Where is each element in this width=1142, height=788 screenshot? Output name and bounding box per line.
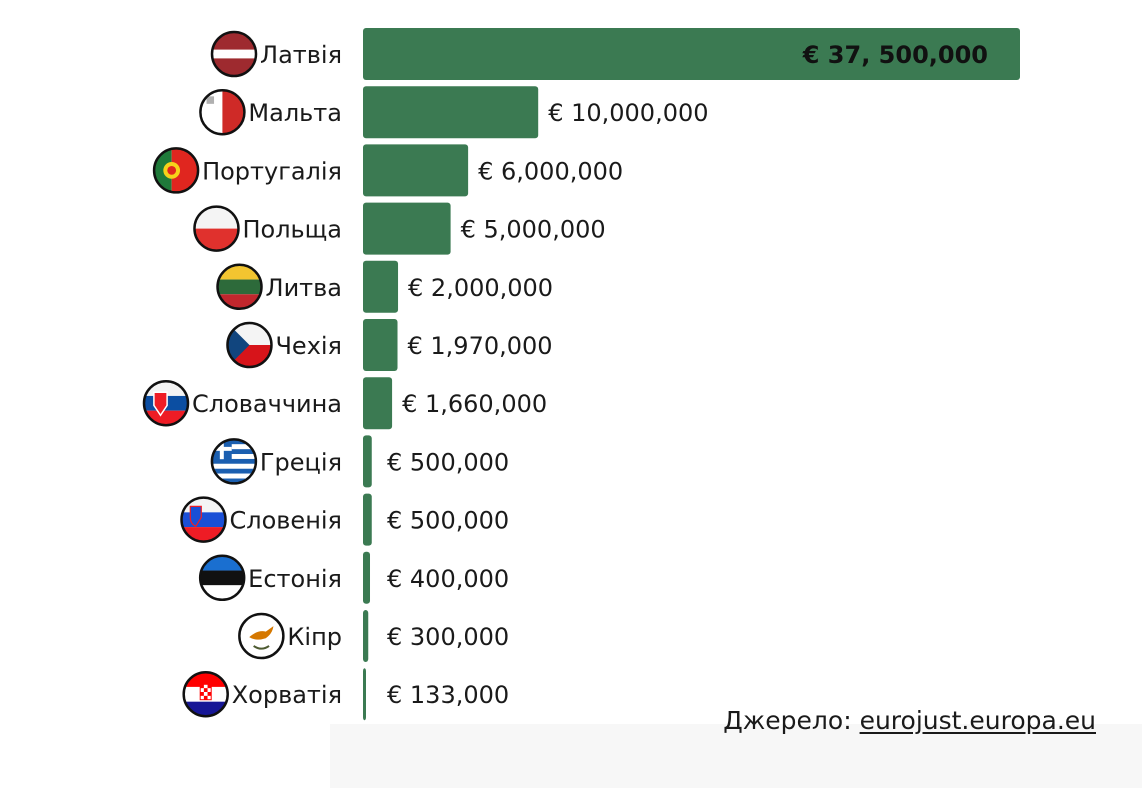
category-label: Словенія	[230, 507, 343, 535]
value-label: € 2,000,000	[408, 274, 553, 302]
source-note: Джерело: eurojust.europa.eu	[723, 706, 1096, 735]
bar-2	[363, 144, 469, 197]
greece-flag-icon	[210, 438, 258, 485]
portugal-flag-icon	[152, 147, 200, 194]
estonia-flag-icon	[198, 554, 246, 602]
bar-8	[363, 493, 372, 546]
value-label: € 5,000,000	[461, 216, 606, 244]
source-link[interactable]: eurojust.europa.eu	[859, 706, 1096, 735]
category-label: Польща	[242, 216, 342, 244]
value-label: € 500,000	[387, 507, 509, 535]
bar-7	[363, 435, 372, 488]
slovenia-flag-icon	[180, 496, 227, 543]
lithuania-flag-icon	[216, 263, 263, 311]
bar-9	[363, 551, 371, 604]
bar-10	[363, 610, 369, 662]
bar-3	[363, 202, 451, 255]
latvia-flag-icon	[210, 30, 258, 78]
category-label: Словаччина	[192, 390, 342, 418]
value-label: € 400,000	[387, 565, 509, 593]
category-label: Кіпр	[287, 623, 342, 651]
value-label: € 1,660,000	[402, 390, 547, 418]
bar-5	[363, 319, 398, 371]
croatia-flag-icon	[182, 670, 229, 718]
bar-6	[363, 377, 393, 430]
category-label: Литва	[266, 274, 342, 302]
value-label: € 300,000	[387, 623, 509, 651]
bar-0	[363, 28, 1020, 80]
slovakia-flag-icon	[142, 379, 190, 427]
value-label: € 37, 500,000	[802, 41, 988, 69]
poland-flag-icon	[193, 205, 240, 252]
footer-panel	[330, 724, 1142, 788]
bar-4	[363, 260, 399, 313]
category-label: Португалія	[202, 157, 342, 185]
bar-11	[363, 668, 366, 721]
category-label: Латвія	[260, 41, 342, 69]
cyprus-flag-icon	[238, 612, 285, 660]
category-label: Хорватія	[232, 681, 342, 709]
value-label: € 6,000,000	[478, 157, 623, 185]
category-label: Естонія	[248, 565, 342, 593]
category-label: Греція	[260, 448, 342, 476]
malta-flag-icon	[199, 88, 246, 136]
bar-1	[363, 86, 539, 139]
source-prefix: Джерело:	[723, 706, 860, 735]
value-label: € 500,000	[387, 448, 509, 476]
category-label: Чехія	[275, 332, 342, 360]
value-label: € 1,970,000	[408, 332, 553, 360]
value-label: € 133,000	[387, 681, 509, 709]
czechia-flag-icon	[226, 321, 273, 369]
category-label: Мальта	[248, 99, 342, 127]
value-label: € 10,000,000	[548, 99, 708, 127]
